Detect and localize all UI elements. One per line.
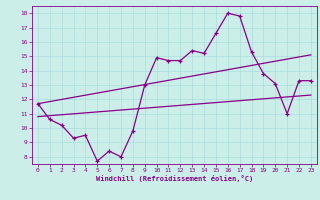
X-axis label: Windchill (Refroidissement éolien,°C): Windchill (Refroidissement éolien,°C): [96, 175, 253, 182]
